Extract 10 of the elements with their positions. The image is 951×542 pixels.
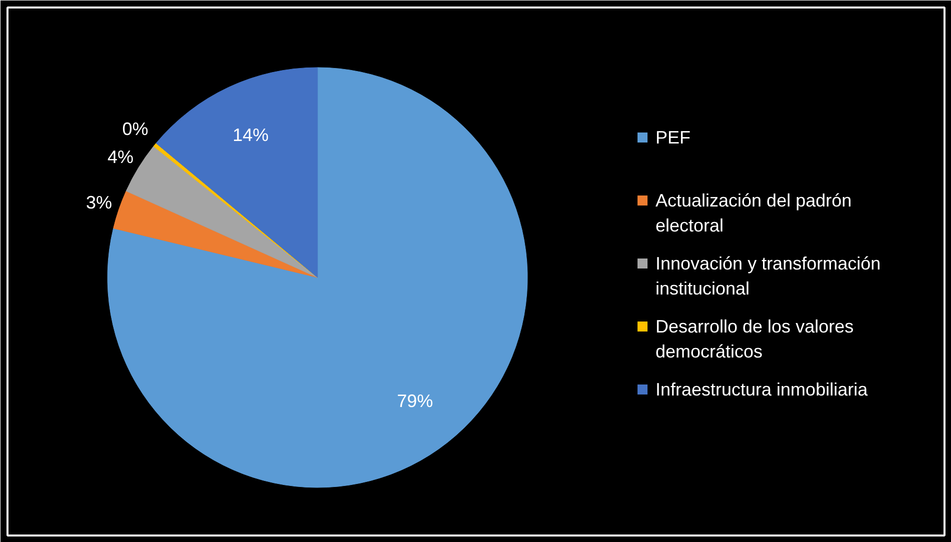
legend-label: Desarrollo de los valores democráticos bbox=[656, 316, 854, 362]
legend-label: Actualización del padrón electoral bbox=[656, 190, 852, 236]
legend-label: Infraestructura inmobiliaria bbox=[656, 380, 869, 400]
data-label: 3% bbox=[86, 192, 112, 213]
data-label: 4% bbox=[108, 146, 134, 167]
data-label: 0% bbox=[122, 118, 148, 139]
data-label: 79% bbox=[396, 391, 433, 412]
legend-label: Innovación y transformación institucional bbox=[656, 254, 881, 298]
data-label: 14% bbox=[232, 124, 269, 145]
legend-label: PEF bbox=[656, 128, 691, 148]
